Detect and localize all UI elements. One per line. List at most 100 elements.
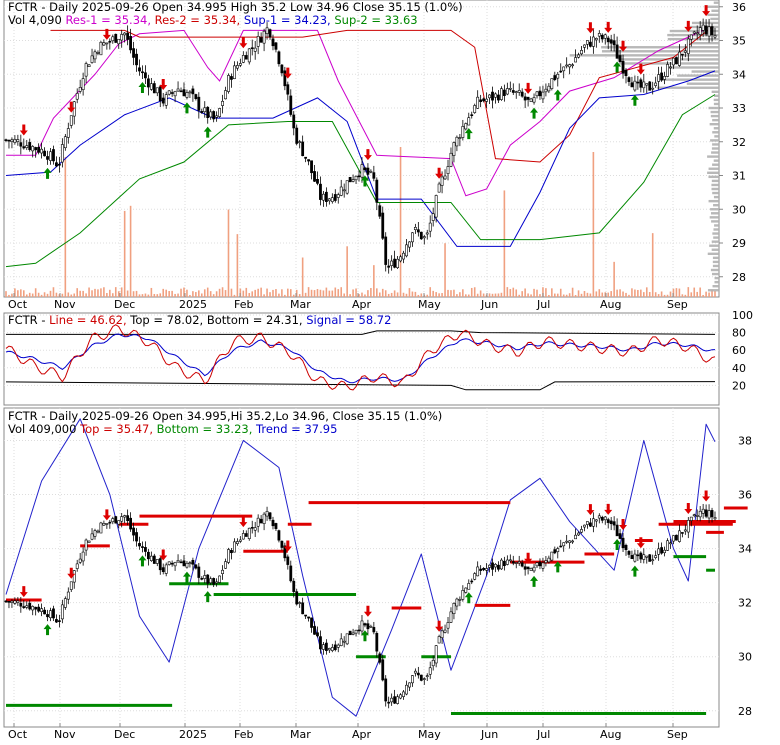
volume-bar — [73, 293, 76, 297]
volume-bar — [432, 290, 434, 297]
candle-body — [138, 543, 141, 547]
candle-body — [491, 562, 494, 570]
candle-body — [52, 149, 55, 162]
candle-body — [408, 682, 411, 688]
candle-body — [34, 147, 38, 151]
volume-profile-bar — [712, 131, 719, 134]
down-arrow — [604, 503, 613, 515]
volume-bar — [465, 294, 467, 297]
candle-body — [250, 47, 254, 49]
candle-body — [313, 626, 316, 635]
candle-body — [568, 64, 572, 68]
candle-body — [514, 562, 518, 564]
candle-body — [419, 674, 423, 681]
volume-bar — [640, 289, 642, 297]
volume-bar — [660, 291, 663, 297]
osc-tick-label: 80 — [732, 327, 746, 340]
candle-body — [393, 696, 397, 704]
candle-body — [408, 241, 411, 248]
candle-body — [571, 64, 575, 67]
candle-body — [185, 562, 189, 568]
candle-body — [63, 598, 67, 608]
volume-bar — [106, 293, 108, 297]
volume-profile-bar — [707, 155, 719, 158]
candle-body — [387, 265, 391, 268]
candle-body — [402, 691, 405, 697]
volume-bar — [159, 293, 162, 297]
candle-body — [411, 675, 414, 684]
volume-profile-bar — [618, 62, 719, 65]
date-tick-label: Nov — [54, 298, 76, 311]
volume-bar — [384, 290, 387, 297]
down-arrow — [586, 504, 595, 516]
candle-body — [695, 515, 699, 517]
volume-profile-bar — [713, 236, 719, 239]
candle-body — [416, 229, 420, 233]
candle-body — [149, 555, 153, 562]
candle-body — [105, 42, 109, 45]
candle-body — [271, 519, 275, 527]
candle-body — [663, 75, 666, 80]
candle-body — [286, 84, 290, 95]
volume-bar — [545, 288, 547, 297]
candle-body — [642, 554, 646, 560]
legend-sup1: Sup-1 = 34.23, — [244, 13, 331, 27]
candle-body — [413, 670, 417, 674]
candle-body — [259, 37, 263, 43]
volume-bar — [711, 289, 713, 297]
volume-bar — [714, 290, 716, 297]
down-arrow — [702, 490, 711, 502]
down-arrow — [239, 516, 248, 528]
volume-bar — [604, 292, 607, 297]
candle-body — [152, 555, 156, 564]
candle-body — [491, 91, 494, 101]
candle-body — [141, 546, 144, 548]
candle-body — [149, 83, 153, 90]
volume-bar — [153, 293, 156, 297]
candle-body — [698, 27, 702, 35]
candle-body — [212, 578, 216, 585]
volume-bar — [278, 293, 280, 297]
volume-bar — [696, 291, 699, 297]
volume-bar — [43, 292, 46, 297]
volume-bar — [420, 293, 423, 297]
volume-bar — [687, 287, 690, 297]
volume-bar — [284, 294, 286, 297]
volume-profile-bar — [713, 204, 719, 207]
candle-body — [550, 78, 554, 89]
candle-body — [28, 142, 32, 151]
volume-bar — [34, 288, 37, 297]
volume-bar — [381, 288, 384, 297]
osc-bottom-band — [5, 381, 716, 391]
candle-body — [645, 555, 649, 558]
candle-body — [301, 141, 305, 157]
volume-bar — [610, 291, 612, 297]
volume-profile-bar — [692, 42, 719, 45]
volume-bar — [408, 288, 411, 297]
candle-body — [657, 548, 661, 555]
volume-profile-bar — [709, 244, 719, 247]
candle-body — [470, 114, 474, 117]
oscillator-grid — [4, 314, 719, 386]
trend-legend-trend: Trend = 37.95 — [255, 422, 337, 436]
volume-bar — [456, 294, 458, 297]
candle-body — [69, 581, 73, 590]
price-candles — [4, 18, 717, 274]
down-arrow — [619, 40, 628, 52]
candle-body — [247, 48, 251, 63]
trend-panel-frame — [3, 407, 720, 728]
volume-bar — [85, 293, 87, 297]
trend-candles — [4, 503, 717, 709]
volume-bar — [156, 294, 159, 297]
volume-bar — [307, 287, 310, 297]
candle-body — [295, 127, 299, 144]
candle-body — [565, 64, 569, 67]
volume-bar — [574, 294, 577, 297]
candle-body — [176, 560, 180, 563]
volume-bar — [666, 294, 669, 297]
volume-bar — [221, 287, 224, 297]
candle-body — [396, 696, 399, 704]
candle-body — [583, 44, 586, 48]
volume-bar — [708, 292, 710, 297]
volume-bar — [518, 294, 521, 297]
